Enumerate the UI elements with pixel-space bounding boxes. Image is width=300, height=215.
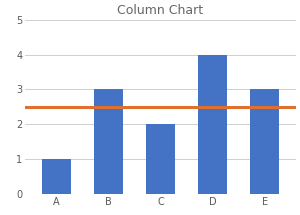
Bar [250, 89, 279, 194]
Bar [146, 124, 175, 194]
Title: Column Chart: Column Chart [118, 4, 204, 17]
Bar [42, 159, 71, 194]
Bar [94, 89, 123, 194]
Bar [198, 55, 227, 194]
